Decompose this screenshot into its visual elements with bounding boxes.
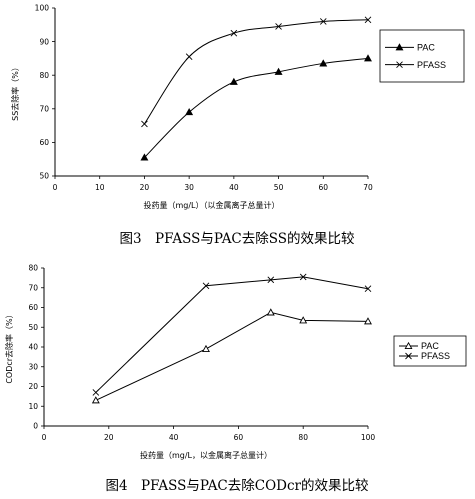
x-tick-label: 0 bbox=[53, 183, 58, 192]
data-point-pac bbox=[274, 67, 283, 75]
data-point-pfass bbox=[230, 29, 238, 37]
legend-marker-pfass bbox=[405, 352, 412, 360]
y-tick-label: 100 bbox=[35, 4, 50, 13]
data-point-pfass bbox=[299, 273, 307, 281]
x-tick-label: 20 bbox=[104, 433, 114, 442]
x-tick-label: 50 bbox=[274, 183, 284, 192]
y-tick-label: 20 bbox=[28, 382, 38, 391]
data-point-pfass-stroke-b bbox=[267, 276, 275, 284]
x-tick-label: 10 bbox=[95, 183, 105, 192]
y-tick-label: 60 bbox=[39, 138, 49, 147]
data-point-pfass bbox=[185, 53, 193, 61]
figure-caption: 图3 PFASS与PAC去除SS的效果比较 bbox=[119, 231, 355, 247]
y-tick-label: 50 bbox=[39, 172, 49, 181]
y-tick-label: 40 bbox=[28, 343, 38, 352]
series-line-pac bbox=[95, 311, 369, 401]
data-point-pfass bbox=[364, 285, 372, 293]
legend-marker-pac bbox=[395, 43, 404, 51]
x-axis-label: 投药量（mg/L，以金属离子总量计） bbox=[140, 450, 272, 460]
data-point-pfass bbox=[92, 389, 100, 396]
legend-label-pfass: PFASS bbox=[421, 351, 450, 361]
y-axis-label: CODcr去除率（%） bbox=[4, 310, 14, 383]
x-axis-label: 投药量（mg/L）（以金属离子总量计） bbox=[143, 200, 279, 210]
legend-marker-pfass-stroke-b bbox=[396, 61, 403, 68]
x-tick-label: 30 bbox=[184, 183, 194, 192]
y-tick-label: 50 bbox=[28, 323, 38, 332]
legend-label-pac: PAC bbox=[417, 43, 435, 53]
series-pfass bbox=[92, 273, 372, 396]
data-point-pfass-stroke-b bbox=[141, 120, 148, 128]
data-point-pfass bbox=[364, 16, 372, 24]
x-tick-label: 0 bbox=[42, 433, 47, 442]
x-tick-label: 100 bbox=[361, 433, 376, 442]
series-pfass bbox=[141, 16, 372, 128]
legend-label-pac: PAC bbox=[421, 341, 439, 351]
x-tick-label: 40 bbox=[169, 433, 179, 442]
series-pac bbox=[91, 308, 372, 404]
y-tick-label: 70 bbox=[39, 105, 49, 114]
data-point-pfass-stroke-b bbox=[319, 18, 327, 25]
data-point-pfass bbox=[267, 276, 275, 284]
legend-box bbox=[393, 335, 467, 367]
data-point-pac bbox=[229, 77, 238, 85]
data-point-pac bbox=[319, 59, 328, 67]
legend-label-pfass: PFASS bbox=[417, 60, 446, 70]
data-point-pfass-stroke-b bbox=[202, 282, 210, 290]
data-point-pac bbox=[364, 54, 372, 62]
series-pac bbox=[140, 54, 372, 161]
x-tick-label: 20 bbox=[140, 183, 150, 192]
data-point-pfass-stroke-b bbox=[230, 29, 238, 37]
data-point-pac bbox=[266, 308, 275, 316]
x-tick-label: 60 bbox=[234, 433, 244, 442]
series-line-pfass bbox=[144, 19, 369, 125]
y-tick-label: 30 bbox=[28, 362, 38, 371]
data-point-pac bbox=[364, 317, 372, 325]
y-tick-label: 70 bbox=[28, 283, 38, 292]
y-tick-label: 80 bbox=[39, 71, 49, 80]
data-point-pfass bbox=[275, 23, 282, 30]
data-point-pfass-stroke-b bbox=[275, 23, 282, 30]
series-line-pac bbox=[144, 57, 369, 158]
data-point-pac bbox=[185, 108, 194, 116]
y-tick-label: 0 bbox=[33, 422, 38, 431]
data-point-pac bbox=[91, 396, 100, 404]
data-point-pfass bbox=[319, 18, 327, 25]
legend: PAC PFASS bbox=[379, 29, 465, 83]
data-point-pfass bbox=[202, 282, 210, 290]
data-point-pfass-stroke-b bbox=[92, 389, 100, 396]
chart-2: 0 10 20 30 40 50 60 70 80 0 20 40 60 80 100 投药量（mg/L，以金… bbox=[4, 264, 467, 494]
data-point-pfass-stroke-b bbox=[299, 273, 307, 281]
chart-1: 50 60 70 80 90 100 0 10 20 30 40 50 60 70 投药量（mg/L）（以金… bbox=[10, 4, 465, 247]
y-tick-label: 10 bbox=[28, 402, 38, 411]
y-tick-label: 80 bbox=[28, 264, 38, 273]
data-point-pfass-stroke-b bbox=[364, 285, 372, 293]
data-point-pac bbox=[202, 344, 210, 352]
legend-marker-pfass-stroke-b bbox=[405, 352, 412, 360]
figure-caption: 图4 PFASS与PAC去除CODcr的效果比较 bbox=[105, 478, 369, 494]
data-point-pfass-stroke-b bbox=[364, 16, 372, 24]
y-tick-label: 60 bbox=[28, 303, 38, 312]
x-tick-label: 80 bbox=[298, 433, 308, 442]
data-point-pac bbox=[299, 316, 308, 324]
legend-marker-pfass bbox=[396, 61, 403, 68]
legend-marker-pac bbox=[404, 341, 413, 350]
y-axis-label: SS去除率（%） bbox=[10, 63, 20, 121]
x-tick-label: 40 bbox=[229, 183, 239, 192]
data-point-pfass-stroke-b bbox=[185, 53, 193, 61]
x-tick-label: 70 bbox=[363, 183, 373, 192]
x-tick-label: 60 bbox=[319, 183, 329, 192]
legend-box bbox=[379, 29, 465, 83]
y-tick-label: 90 bbox=[39, 37, 49, 46]
data-point-pac bbox=[140, 153, 149, 161]
data-point-pfass bbox=[141, 120, 148, 128]
